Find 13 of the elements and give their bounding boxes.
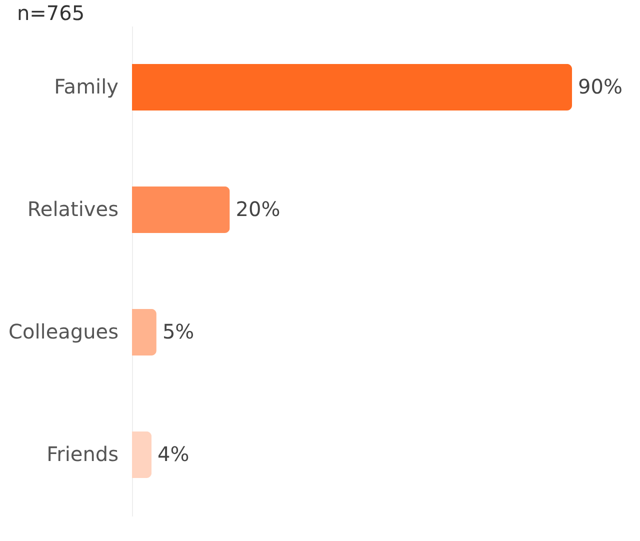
y-tick-label: Family — [54, 74, 119, 98]
y-tick-label: Relatives — [27, 196, 118, 221]
data-label: 4% — [158, 442, 190, 466]
data-label: 20% — [236, 196, 280, 221]
bar — [132, 186, 230, 234]
bar — [132, 431, 152, 478]
bar — [132, 64, 572, 111]
data-label: 90% — [578, 74, 622, 98]
data-label: 5% — [162, 319, 194, 344]
y-tick-label: Friends — [46, 442, 118, 466]
bar — [132, 308, 156, 356]
chart-title: n=765 — [17, 1, 85, 25]
y-tick-label: Colleagues — [8, 319, 118, 344]
